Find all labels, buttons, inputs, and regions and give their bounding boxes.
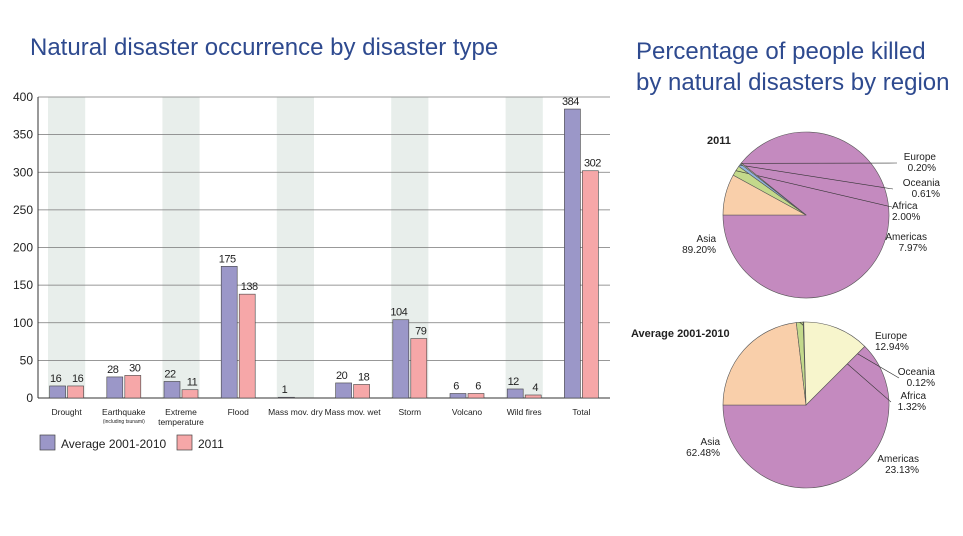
bar-data-label: 6	[453, 380, 459, 392]
pie-value-label: 12.94%	[875, 342, 909, 353]
bar	[67, 385, 84, 399]
bar-data-label: 4	[532, 382, 538, 394]
x-tick-label: temperature	[158, 417, 204, 427]
y-tick-label: 150	[13, 278, 33, 292]
pie-slice	[722, 345, 890, 489]
x-tick-note: (including tsunami)	[103, 419, 145, 425]
bar-data-label: 30	[129, 362, 141, 374]
bar-data-label: 384	[562, 96, 579, 108]
x-tick-label: Storm	[398, 407, 421, 417]
bar	[353, 384, 370, 399]
bar	[163, 381, 181, 399]
pie-leader-line	[735, 170, 893, 208]
x-tick-label: Wild fires	[507, 407, 542, 417]
bar-data-label: 11	[187, 377, 198, 389]
bar	[410, 338, 428, 399]
bar	[524, 394, 542, 399]
x-tick-label: Drought	[51, 407, 82, 417]
bar	[564, 108, 581, 399]
bar	[335, 382, 352, 399]
pie-value-label: 0.61%	[912, 189, 940, 200]
bar-data-label: 16	[50, 373, 62, 385]
x-tick-label: Earthquake	[102, 407, 146, 417]
pie-label: Americas	[885, 232, 927, 243]
pie-label: Europe	[875, 331, 908, 342]
bar	[106, 376, 124, 399]
bar	[506, 388, 524, 399]
y-tick-label: 250	[13, 203, 33, 217]
legend-label: 2011	[198, 437, 224, 451]
pie-slice	[722, 322, 807, 406]
bar-data-label: 22	[164, 368, 176, 380]
pie-label: Asia	[697, 234, 717, 245]
pie-value-label: 1.32%	[898, 402, 926, 413]
y-tick-label: 300	[13, 165, 33, 179]
bar	[278, 396, 295, 399]
pie-value-label: 0.20%	[908, 163, 936, 174]
bar-data-label: 1	[282, 384, 288, 396]
y-tick-label: 100	[13, 316, 33, 330]
pie-value-label: 2.00%	[892, 212, 920, 223]
bar-data-label: 20	[336, 370, 348, 382]
pie-value-label: 23.13%	[885, 465, 919, 476]
y-tick-label: 50	[20, 353, 34, 367]
pie-label: Oceania	[898, 367, 936, 378]
bar-data-label: 16	[72, 373, 84, 385]
y-tick-label: 350	[13, 128, 33, 142]
pie-label: Oceania	[903, 178, 941, 189]
pie-chart-title: Percentage of people killed by natural d…	[636, 36, 950, 98]
bar	[49, 385, 66, 399]
y-tick-label: 200	[13, 241, 33, 255]
x-tick-label: Total	[572, 407, 590, 417]
bar-chart-title: Natural disaster occurrence by disaster …	[30, 34, 499, 61]
legend-label: Average 2001-2010	[61, 437, 167, 451]
pie-value-label: 62.48%	[686, 448, 720, 459]
bar	[238, 293, 256, 399]
pie-label: Asia	[701, 437, 721, 448]
pie-title-line-1: Percentage of people killed	[636, 38, 926, 65]
y-tick-label: 400	[13, 90, 33, 104]
bar	[467, 393, 485, 399]
bar	[124, 375, 142, 399]
pie-slice	[740, 162, 807, 216]
bar	[181, 389, 199, 399]
x-tick-label: Mass mov. wet	[325, 407, 382, 417]
bar-data-label: 302	[584, 158, 601, 170]
bar-data-label: 12	[508, 376, 520, 388]
legend-swatch	[176, 434, 193, 451]
pie-label: Africa	[892, 201, 918, 212]
bar-data-label: 28	[107, 364, 119, 376]
bar-data-label: 18	[358, 371, 370, 383]
pie-leader-line	[739, 164, 894, 190]
legend-swatch	[39, 434, 56, 451]
bar-data-label: 138	[241, 281, 258, 293]
pie-subtitle: 2011	[707, 135, 731, 147]
pie-label: Europe	[904, 152, 937, 163]
bar-data-label: 104	[390, 307, 407, 319]
bar	[220, 266, 238, 399]
pie-label: Africa	[900, 391, 926, 402]
x-tick-label: Volcano	[452, 407, 483, 417]
pie-value-label: 89.20%	[682, 245, 716, 256]
pie-label: Americas	[877, 454, 919, 465]
pie-slice	[803, 321, 866, 406]
pie-value-label: 0.12%	[907, 378, 935, 389]
y-tick-label: 0	[26, 391, 33, 405]
bar-data-label: 79	[415, 326, 427, 338]
bar	[392, 319, 410, 399]
bar	[582, 170, 599, 399]
bar-data-label: 175	[219, 253, 236, 265]
pie-subtitle: Average 2001-2010	[631, 328, 730, 340]
x-tick-label: Extreme	[165, 407, 197, 417]
bar	[449, 393, 467, 399]
pie-title-line-2: by natural disasters by region	[636, 69, 950, 96]
x-tick-label: Mass mov. dry	[268, 407, 323, 417]
x-tick-label: Flood	[228, 407, 250, 417]
pie-value-label: 7.97%	[899, 243, 927, 254]
bar-data-label: 6	[475, 380, 481, 392]
